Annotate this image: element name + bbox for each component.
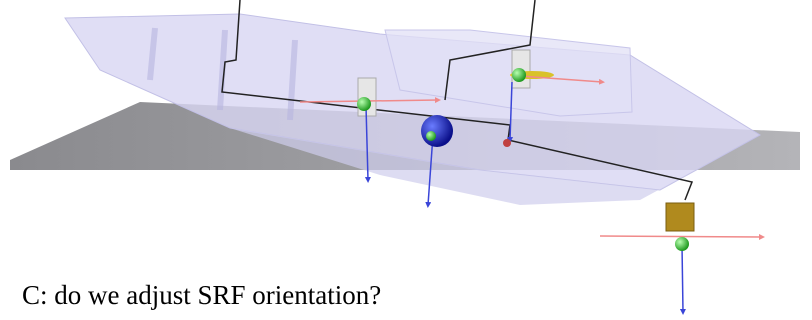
sphere [357, 97, 371, 111]
sphere [512, 68, 526, 82]
scene: C: do we adjust SRF orientation? [0, 0, 812, 320]
marker [503, 139, 511, 147]
sphere [426, 131, 436, 141]
gold-box [666, 203, 694, 231]
sphere [675, 237, 689, 251]
sphere-large [421, 115, 453, 147]
caption: C: do we adjust SRF orientation? [22, 280, 381, 310]
